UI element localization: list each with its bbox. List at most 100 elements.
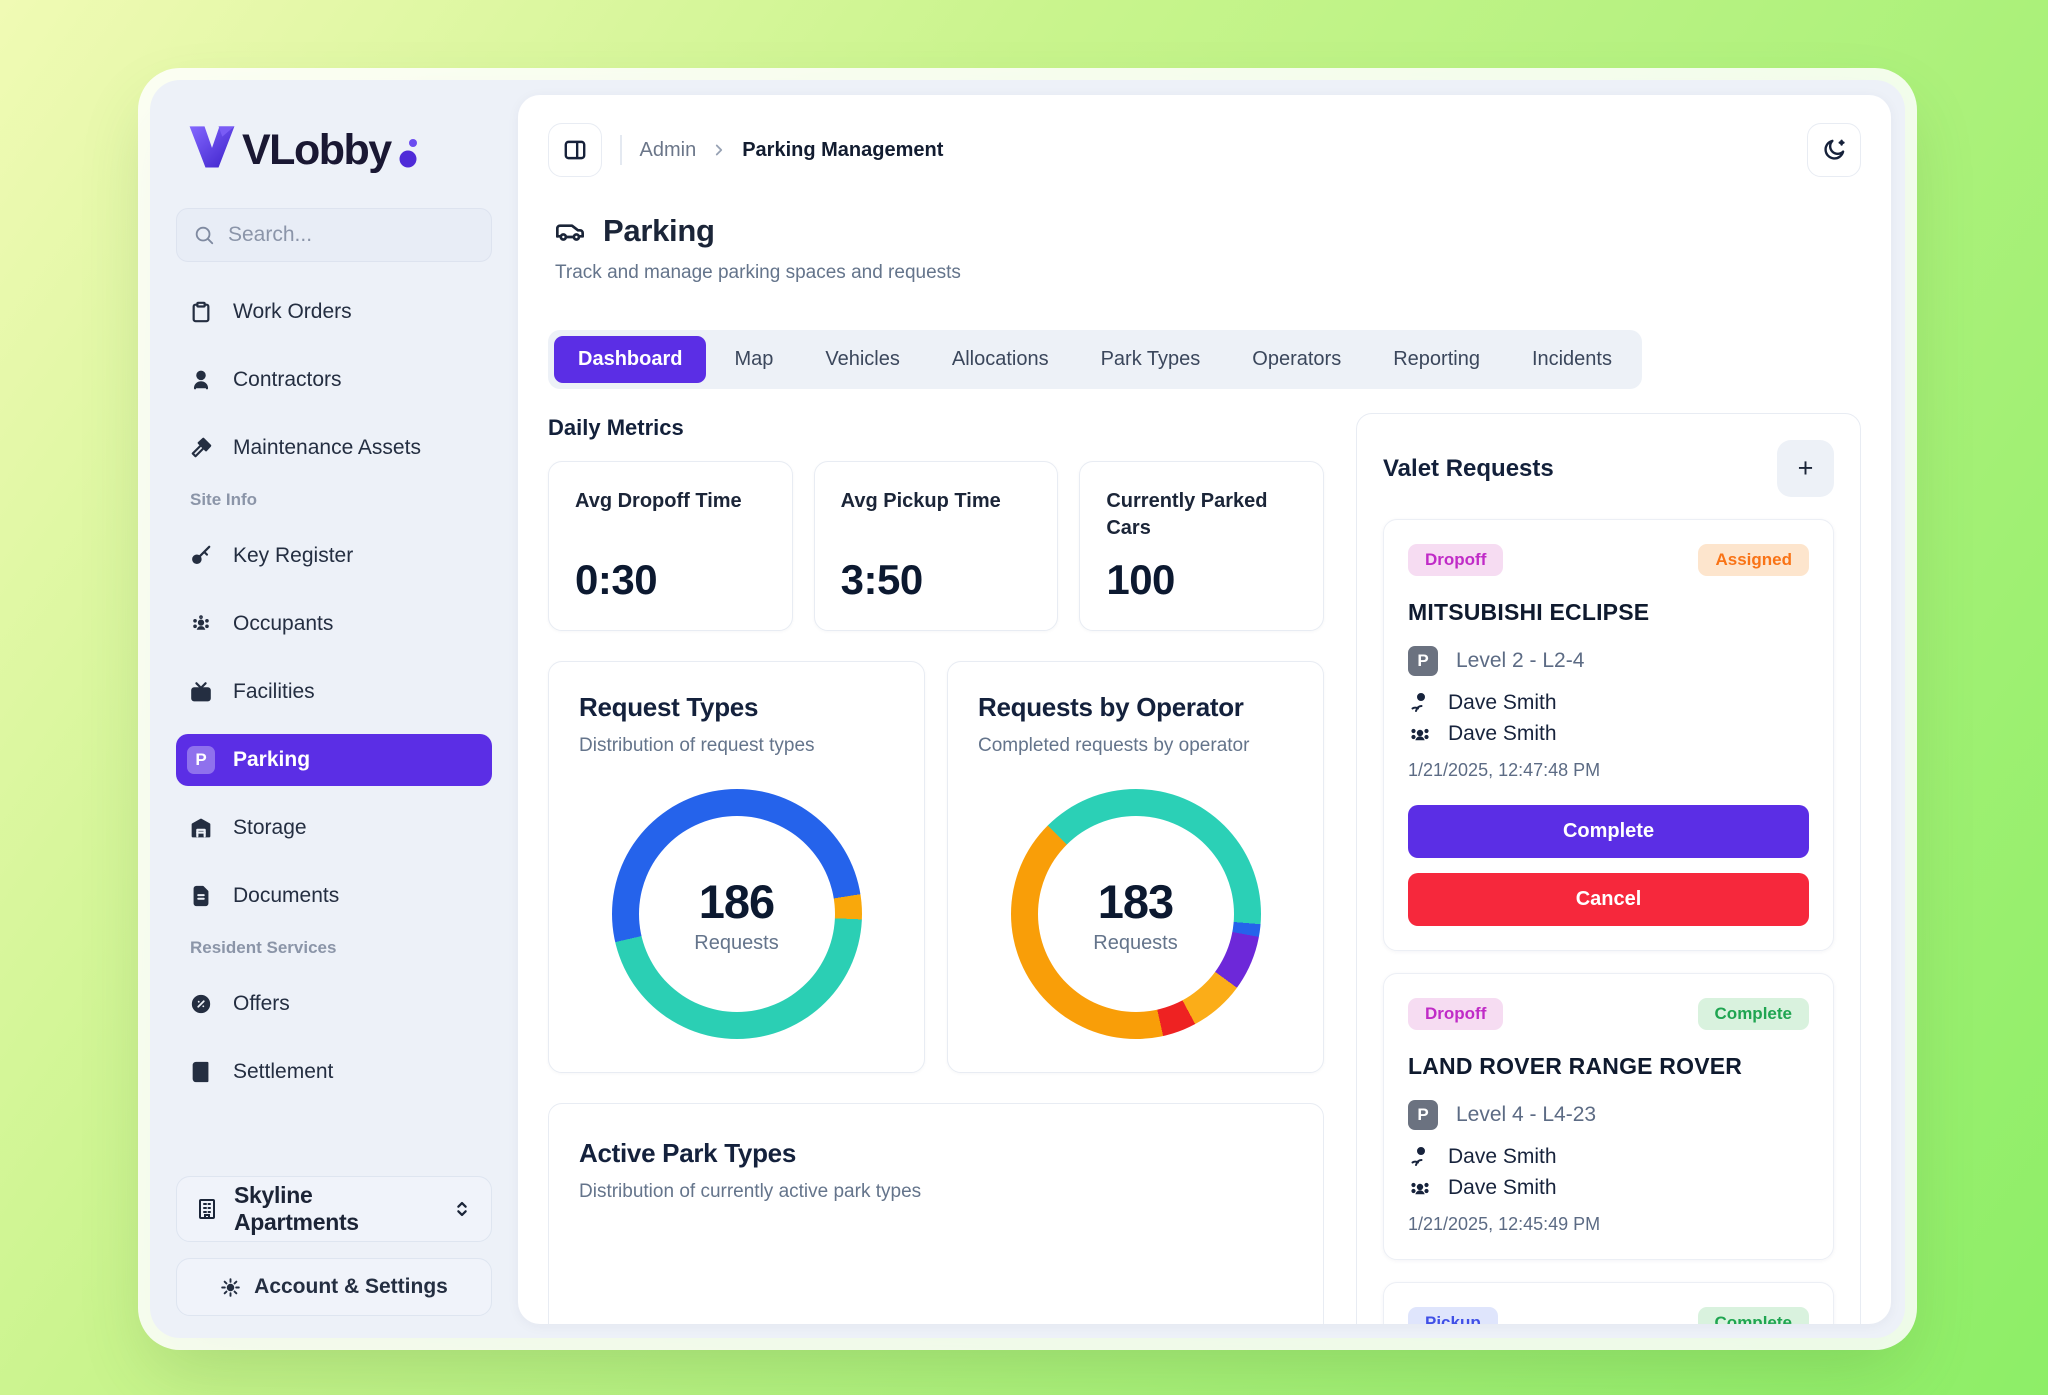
gear-icon (221, 1277, 240, 1297)
breadcrumb: Admin Parking Management (640, 139, 944, 162)
request-types-chart-card: Request Types Distribution of request ty… (548, 661, 925, 1073)
app-logo: VLobby (184, 120, 492, 172)
sidebar-item-storage[interactable]: Storage (176, 802, 492, 854)
metric-label: Avg Pickup Time (840, 490, 1001, 512)
status-badge: Complete (1697, 998, 1809, 1030)
page-title: Parking (603, 213, 715, 248)
logo-dots-icon (397, 136, 423, 170)
complete-button[interactable]: Complete (1408, 805, 1809, 858)
badge-row: Pickup Complete (1408, 1307, 1809, 1324)
sidebar-item-documents[interactable]: Documents (176, 870, 492, 922)
operator-row: Dave Smith (1408, 1176, 1809, 1200)
sidebar-item-label: Maintenance Assets (233, 436, 421, 459)
sidebar-item-label: Key Register (233, 544, 354, 567)
tab-dashboard[interactable]: Dashboard (554, 336, 707, 383)
chart-subtitle: Distribution of request types (579, 735, 815, 756)
topbar: Admin Parking Management (548, 123, 1861, 177)
sidebar-item-label: Facilities (233, 680, 315, 703)
chart-title: Requests by Operator (978, 692, 1244, 722)
sidebar-item-occupants[interactable]: Occupants (176, 598, 492, 650)
tab-reporting[interactable]: Reporting (1393, 348, 1480, 370)
moon-icon (1824, 139, 1845, 160)
driver-row: Dave Smith (1408, 1145, 1809, 1169)
tab-operators[interactable]: Operators (1252, 348, 1342, 370)
valet-person-icon (1411, 693, 1425, 712)
sidebar-item-offers[interactable]: Offers (176, 978, 492, 1030)
sidebar-item-work-orders[interactable]: Work Orders (176, 286, 492, 338)
clipboard-icon (192, 301, 210, 323)
valet-requests-panel: Valet Requests + Dropoff Assigned MITSUB… (1356, 413, 1861, 1324)
requests-by-operator-donut: 183 Requests (1010, 789, 1261, 1039)
parking-p-icon: P (187, 746, 215, 774)
property-selector[interactable]: Skyline Apartments (176, 1176, 492, 1242)
request-type-badge: Dropoff (1408, 998, 1504, 1030)
sidebar-item-label: Documents (233, 884, 340, 907)
status-badge: Assigned (1698, 544, 1809, 576)
page-subtitle: Track and manage parking spaces and requ… (555, 262, 961, 283)
sidebar-item-parking[interactable]: P Parking (176, 734, 492, 786)
donut-chart-wrap: 186 Requests (579, 789, 894, 1039)
cancel-button[interactable]: Cancel (1408, 873, 1809, 926)
request-type-badge: Dropoff (1408, 544, 1504, 576)
page-header: Parking (554, 213, 1861, 249)
hammer-icon (191, 437, 212, 458)
metric-value: 0:30 (575, 556, 658, 603)
main-content: Admin Parking Management Parking Track a… (518, 95, 1891, 1324)
sidebar-item-facilities[interactable]: Facilities (176, 666, 492, 718)
sidebar-item-settlement[interactable]: Settlement (176, 1046, 492, 1098)
book-icon (192, 1061, 209, 1083)
document-icon (193, 885, 209, 907)
sidebar-toggle-button[interactable] (548, 123, 602, 177)
car-icon (556, 224, 584, 241)
badge-row: Dropoff Complete (1408, 998, 1809, 1030)
metric-value: 3:50 (840, 556, 924, 603)
active-park-types-card: Active Park Types Distribution of curren… (548, 1103, 1324, 1324)
sidebar-item-label: Parking (233, 748, 311, 771)
sidebar-item-maintenance-assets[interactable]: Maintenance Assets (176, 422, 492, 474)
parking-spot: Level 2 - L2-4 (1456, 649, 1585, 672)
valet-request-card: Dropoff Assigned MITSUBISHI ECLIPSE P Le… (1383, 519, 1834, 951)
badge-percent-icon (191, 994, 211, 1014)
tab-allocations[interactable]: Allocations (951, 348, 1049, 370)
sidebar-item-label: Offers (233, 992, 290, 1015)
sidebar: VLobby Work Orders Contractors (150, 80, 518, 1338)
vlobby-logo-icon (184, 120, 240, 172)
tab-bar: Dashboard Map Vehicles Allocations Park … (548, 330, 1642, 389)
operator-name: Dave Smith (1448, 1176, 1557, 1199)
breadcrumb-current: Parking Management (742, 138, 944, 161)
tab-park-types[interactable]: Park Types (1100, 348, 1201, 370)
valet-person-icon (1411, 1147, 1425, 1166)
request-timestamp: 1/21/2025, 12:47:48 PM (1408, 760, 1601, 780)
breadcrumb-admin[interactable]: Admin (639, 138, 697, 161)
donut-total-label: Requests (1093, 931, 1178, 954)
vehicle-name: MITSUBISHI ECLIPSE (1408, 599, 1650, 625)
sidebar-item-label: Occupants (233, 612, 334, 635)
chart-subtitle: Distribution of currently active park ty… (579, 1181, 922, 1202)
add-valet-request-button[interactable]: + (1777, 440, 1834, 497)
parking-spot-row: P Level 4 - L4-23 (1408, 1100, 1809, 1130)
donut-center: 186 Requests (638, 816, 835, 1012)
parking-spot-icon: P (1408, 1100, 1438, 1130)
tab-incidents[interactable]: Incidents (1531, 348, 1612, 370)
search-input[interactable] (228, 223, 475, 247)
donut-chart-wrap: 183 Requests (978, 789, 1293, 1039)
operator-row: Dave Smith (1408, 722, 1809, 746)
vehicle-name: LAND ROVER RANGE ROVER (1408, 1053, 1743, 1079)
parking-spot-icon: P (1408, 646, 1438, 676)
tab-map[interactable]: Map (734, 348, 774, 370)
chart-title: Request Types (579, 692, 759, 722)
account-settings-label: Account & Settings (254, 1275, 448, 1298)
account-settings-button[interactable]: Account & Settings (176, 1258, 492, 1316)
sidebar-item-key-register[interactable]: Key Register (176, 530, 492, 582)
search-icon (193, 224, 215, 246)
sidebar-search (176, 208, 492, 262)
property-name: Skyline Apartments (234, 1182, 359, 1235)
sidebar-item-contractors[interactable]: Contractors (176, 354, 492, 406)
metric-cards: Avg Dropoff Time 0:30 Avg Pickup Time 3:… (548, 461, 1325, 631)
chart-subtitle: Completed requests by operator (978, 735, 1250, 756)
crowd-icon (1411, 728, 1429, 741)
tab-vehicles[interactable]: Vehicles (825, 348, 900, 370)
dark-mode-toggle-button[interactable] (1807, 123, 1861, 177)
sidebar-section-resident-services: Resident Services (190, 938, 337, 957)
donut-total: 186 (698, 874, 775, 928)
